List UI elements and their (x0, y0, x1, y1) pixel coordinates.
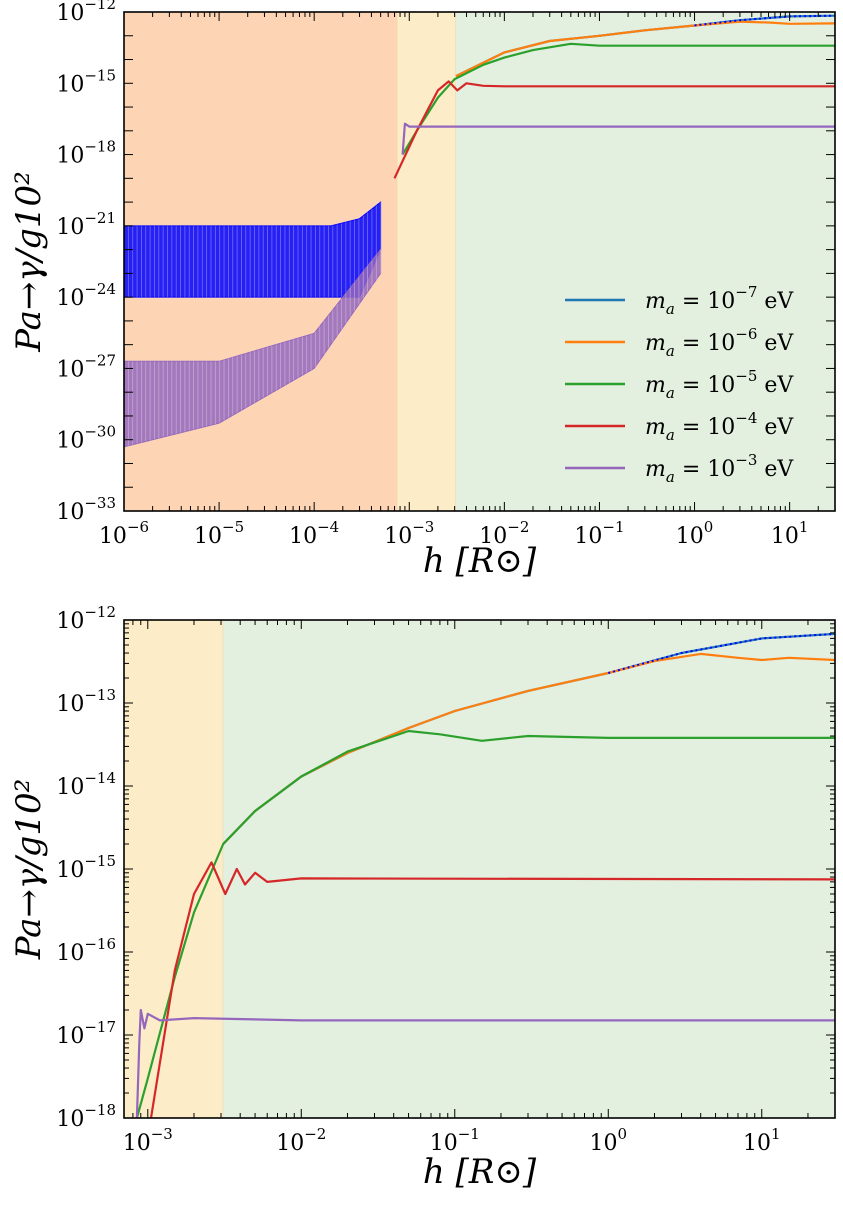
x-tick-label: 10−3 (123, 1125, 173, 1156)
y-tick-label: 10−12 (56, 0, 116, 26)
series-line-3 (393, 80, 835, 179)
y-axis-label: Pa→γ/g10² (9, 779, 49, 961)
y-tick-label: 10−17 (56, 1018, 116, 1049)
series-line-4 (135, 1008, 835, 1118)
y-tick-label: 10−15 (56, 66, 116, 97)
legend-entry: ma = 10−3 eV (645, 451, 794, 486)
x-tick-label: 10−1 (574, 518, 624, 549)
legend: ma = 10−7 eV ma = 10−6 eV ma = 10−5 eV ma =… (565, 283, 794, 486)
legend-entry: ma = 10−5 eV (645, 367, 794, 402)
y-tick-label: 10−18 (56, 138, 116, 169)
x-tick-label: 101 (771, 518, 809, 549)
x-axis-label: h [R⊙] (423, 1152, 537, 1192)
panel-top: 10−6 10−5 10−4 10−3 10−2 10−1 100 101 10−33 10−30… (9, 0, 836, 581)
series-line-2 (401, 42, 835, 156)
legend-entry: ma = 10−7 eV (645, 283, 794, 318)
panel-bottom: 10−3 10−2 10−1 100 101 10−18 10−17 10−16 10−15 10… (9, 603, 836, 1192)
y-tick-label: 10−15 (56, 852, 116, 883)
legend-entry: ma = 10−4 eV (645, 409, 794, 444)
y-tick-label: 10−24 (56, 280, 116, 311)
region-corona (223, 620, 836, 1118)
y-tick-label: 10−12 (56, 603, 116, 634)
x-tick-label: 101 (743, 1125, 781, 1156)
y-axis-label: Pa→γ/g10² (9, 171, 49, 353)
x-tick-label: 100 (676, 518, 714, 549)
region-chromosphere (397, 12, 456, 511)
y-tick-label: 10−30 (56, 423, 116, 454)
y-tick-label: 10−21 (56, 209, 116, 240)
region-corona (455, 12, 835, 511)
series-line-1 (455, 20, 835, 78)
y-tick-label: 10−16 (56, 935, 116, 966)
series-line-2 (135, 729, 835, 1118)
y-tick-label: 10−33 (56, 494, 116, 525)
series-dotted-overlay (694, 14, 835, 27)
series-line-3 (149, 861, 835, 1118)
x-tick-label: 10−5 (194, 518, 244, 549)
x-tick-label: 10−6 (99, 518, 149, 549)
x-tick-label: 10−4 (289, 518, 339, 549)
series-dotted-overlay (608, 632, 835, 674)
x-tick-label: 10−2 (276, 1125, 326, 1156)
axes-frame (123, 11, 836, 512)
legend-entry: ma = 10−6 eV (645, 325, 794, 360)
plot-area (135, 632, 835, 1118)
x-axis-label: h [R⊙] (423, 541, 537, 581)
y-tick-label: 10−13 (56, 686, 116, 717)
series-line-4 (401, 122, 835, 155)
x-tick-label: 100 (589, 1125, 627, 1156)
y-tick-label: 10−27 (56, 351, 116, 382)
plot-area (124, 14, 835, 448)
x-tick-label: 10−1 (430, 1125, 480, 1156)
y-tick-label: 10−18 (56, 1101, 116, 1132)
band-series-1 (124, 248, 382, 448)
y-tick-label: 10−14 (56, 769, 116, 800)
x-tick-label: 10−3 (384, 518, 434, 549)
x-tick-label: 10−2 (479, 518, 529, 549)
